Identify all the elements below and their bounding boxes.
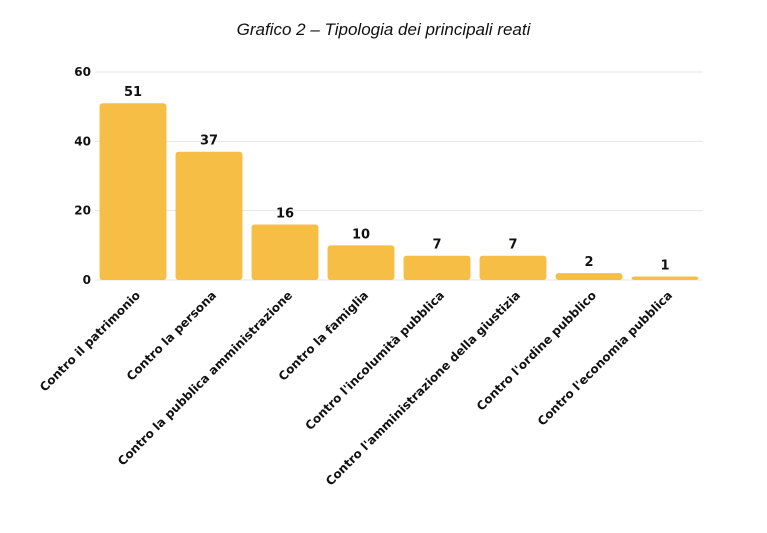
data-label: 2: [584, 255, 593, 270]
y-tick-label: 40: [74, 134, 91, 148]
y-tick-label: 0: [83, 273, 91, 287]
bar: [403, 255, 471, 280]
category-label: Contro l'economia pubblica: [535, 288, 675, 428]
bar: [99, 103, 167, 280]
bar: [175, 151, 243, 280]
data-label: 16: [276, 207, 294, 222]
bar: [327, 245, 395, 280]
data-label: 37: [200, 134, 218, 149]
category-label: Contro il patrimonio: [37, 288, 143, 394]
data-label: 7: [508, 238, 517, 253]
data-label: 7: [432, 238, 441, 253]
data-label: 51: [124, 85, 142, 100]
data-label: 1: [660, 259, 669, 274]
chart-title: Grafico 2 – Tipologia dei principali rea…: [236, 20, 531, 39]
category-label: Contro l'incolumità pubblica: [303, 288, 448, 433]
category-label: Contro la pubblica amministrazione: [115, 288, 295, 468]
bar: [555, 273, 623, 280]
bar: [251, 224, 319, 280]
category-label: Contro l'ordine pubblico: [474, 288, 599, 413]
bar: [479, 255, 547, 280]
bar: [631, 276, 699, 280]
data-label: 10: [352, 227, 370, 242]
y-tick-label: 20: [74, 204, 91, 218]
y-tick-label: 60: [74, 65, 91, 79]
